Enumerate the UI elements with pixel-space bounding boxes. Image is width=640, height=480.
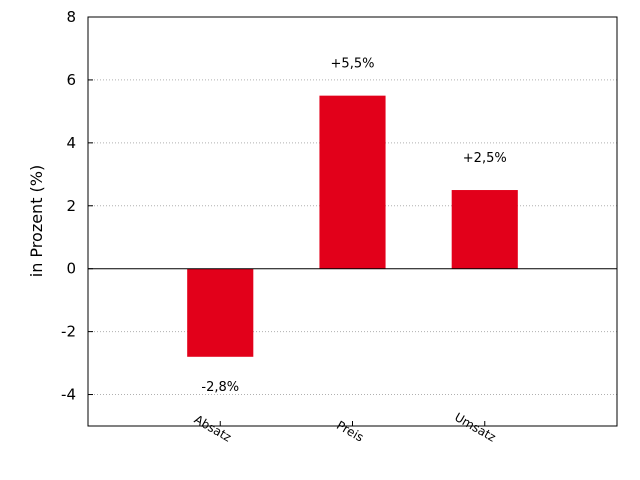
data-label: +5,5%: [331, 57, 375, 72]
bar-absatz: [187, 268, 254, 357]
y-tick-label: -2: [61, 323, 76, 341]
y-tick-label: 6: [66, 71, 76, 89]
x-tick-label: Umsatz: [452, 410, 498, 445]
x-tick-label: Absatz: [192, 412, 234, 444]
y-tick-label: 2: [66, 197, 76, 215]
bar-preis: [319, 95, 386, 269]
y-tick-label: 8: [66, 8, 76, 26]
y-tick-label: 4: [66, 134, 76, 152]
bar-umsatz: [451, 190, 518, 269]
bars: [187, 95, 518, 357]
y-axis-title: in Prozent (%): [27, 165, 46, 277]
data-labels: -2,8% +5,5% +2,5%: [201, 57, 506, 395]
y-axis-ticks: 8 6 4 2 0 -2 -4: [61, 8, 93, 404]
y-tick-label: 0: [66, 260, 76, 278]
data-label: +2,5%: [463, 151, 507, 166]
x-tick-label: Preis: [334, 418, 366, 444]
x-axis-labels: Absatz Preis Umsatz: [192, 410, 499, 445]
y-tick-label: -4: [61, 386, 76, 404]
data-label: -2,8%: [201, 380, 239, 395]
